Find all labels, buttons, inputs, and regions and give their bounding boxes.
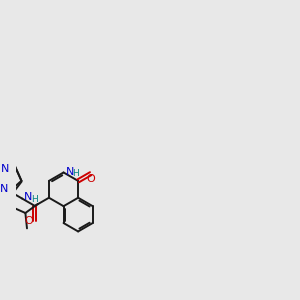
Text: N: N <box>65 167 74 178</box>
Text: H: H <box>73 169 79 178</box>
Text: N: N <box>24 192 33 202</box>
Text: N: N <box>0 184 8 194</box>
Text: H: H <box>31 195 38 204</box>
Text: O: O <box>24 215 33 226</box>
Text: O: O <box>86 174 95 184</box>
Text: N: N <box>1 164 10 174</box>
